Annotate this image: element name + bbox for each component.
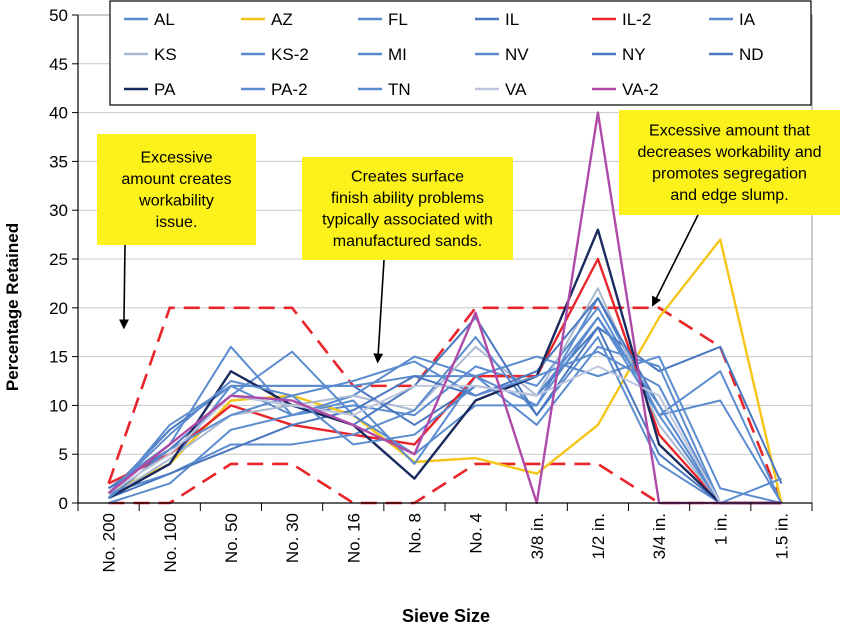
- series-line-tn: [107, 350, 782, 504]
- annotation-box: [97, 134, 256, 245]
- legend-label-pa: PA: [154, 80, 176, 99]
- legend-label-va-2: VA-2: [622, 80, 659, 99]
- x-tick-label-no-30: No. 30: [283, 513, 302, 563]
- legend-label-va: VA: [505, 80, 527, 99]
- annotation-surface: Creates surface finish ability problems ty…: [302, 157, 513, 364]
- series-line-mi: [108, 336, 782, 504]
- annotation-line: decreases workability and: [637, 144, 821, 161]
- annotation-workability: Excessive amount creates workability issue.: [97, 134, 256, 330]
- legend-label-ks-2: KS-2: [271, 45, 309, 64]
- x-tick-label-no-200: No. 200: [100, 513, 119, 573]
- legend-label-al: AL: [154, 10, 175, 29]
- series-line-pa-2: [107, 316, 782, 504]
- legend-label-fl: FL: [388, 10, 408, 29]
- legend-label-pa-2: PA-2: [271, 80, 308, 99]
- annotation-line: amount creates: [121, 171, 231, 188]
- legend-label-ny: NY: [622, 45, 646, 64]
- y-axis-label: Percentage Retained: [3, 223, 22, 391]
- annotation-box: [302, 157, 513, 260]
- annotation-line: Excessive: [140, 150, 212, 167]
- y-tick-label-35: 35: [49, 152, 68, 171]
- legend-label-il: IL: [505, 10, 519, 29]
- annotation-segregation: Excessive amount that decreases workabili…: [619, 110, 840, 307]
- annotation-arrow: [118, 244, 129, 330]
- axis-layer: 0 5 10 15 20 25 30 35 40 45 50 No. 200 No. 100 No. 50…: [49, 6, 813, 573]
- legend-label-il-2: IL-2: [622, 10, 651, 29]
- series-line-pa: [107, 228, 782, 505]
- legend-label-ia: IA: [739, 10, 756, 29]
- x-tick-label-1-5-in: 1.5 in.: [772, 513, 791, 559]
- x-tick-label-1-2-in: 1/2 in.: [589, 513, 608, 559]
- y-tick-label-45: 45: [49, 55, 68, 74]
- legend-box: [109, 0, 812, 106]
- annotation-line: workability: [138, 193, 214, 210]
- annotation-box: [619, 110, 840, 215]
- annotation-line: finish ability problems: [331, 190, 484, 207]
- legend-label-nd: ND: [739, 45, 764, 64]
- annotation-line: Creates surface: [351, 169, 464, 186]
- x-tick-label-1-in: 1 in.: [711, 513, 730, 545]
- legend: AL AZ FL IL IL-2 IA KS KS-2 MI NV NY ND PA PA-2 TN VA VA…: [109, 0, 812, 106]
- x-tick-label-no-50: No. 50: [222, 513, 241, 563]
- y-tick-label-30: 30: [49, 201, 68, 220]
- series-line-nv: [107, 355, 782, 504]
- legend-label-mi: MI: [388, 45, 407, 64]
- series-line-al: [108, 306, 783, 504]
- x-tick-label-3-8-in: 3/8 in.: [528, 513, 547, 559]
- y-tick-label-0: 0: [59, 494, 68, 513]
- annotation-line: and edge slump.: [670, 187, 788, 204]
- x-tick-label-no-16: No. 16: [344, 513, 363, 563]
- y-tick-label-50: 50: [49, 6, 68, 25]
- y-tick-label-5: 5: [59, 445, 68, 464]
- legend-label-ks: KS: [154, 45, 177, 64]
- annotation-line: issue.: [156, 214, 198, 231]
- legend-label-nv: NV: [505, 45, 529, 64]
- x-axis-label: Sieve Size: [402, 606, 490, 626]
- y-tick-label-40: 40: [49, 104, 68, 123]
- y-tick-label-15: 15: [49, 348, 68, 367]
- annotation-line: typically associated with: [322, 212, 493, 229]
- annotation-line: promotes segregation: [652, 166, 807, 183]
- legend-label-az: AZ: [271, 10, 293, 29]
- x-tick-label-no-100: No. 100: [161, 513, 180, 573]
- envelope-upper-limit: [107, 306, 783, 504]
- annotation-line: Excessive amount that: [649, 123, 811, 140]
- annotation-arrow: [373, 259, 385, 364]
- x-tick-label-no-8: No. 8: [405, 513, 424, 554]
- y-tick-label-20: 20: [49, 299, 68, 318]
- series-line-ia: [108, 345, 782, 504]
- x-tick-label-3-4-in: 3/4 in.: [650, 513, 669, 559]
- legend-label-tn: TN: [388, 80, 411, 99]
- x-tick-label-no-4: No. 4: [467, 513, 486, 554]
- y-tick-label-25: 25: [49, 250, 68, 269]
- y-tick-label-10: 10: [49, 396, 68, 415]
- annotation-layer: Excessive amount creates workability issue.…: [97, 110, 840, 364]
- envelope-lower-limit: [108, 462, 782, 505]
- series-line-az: [108, 238, 783, 504]
- annotation-line: manufactured sands.: [333, 233, 482, 250]
- annotation-arrow: [652, 214, 699, 307]
